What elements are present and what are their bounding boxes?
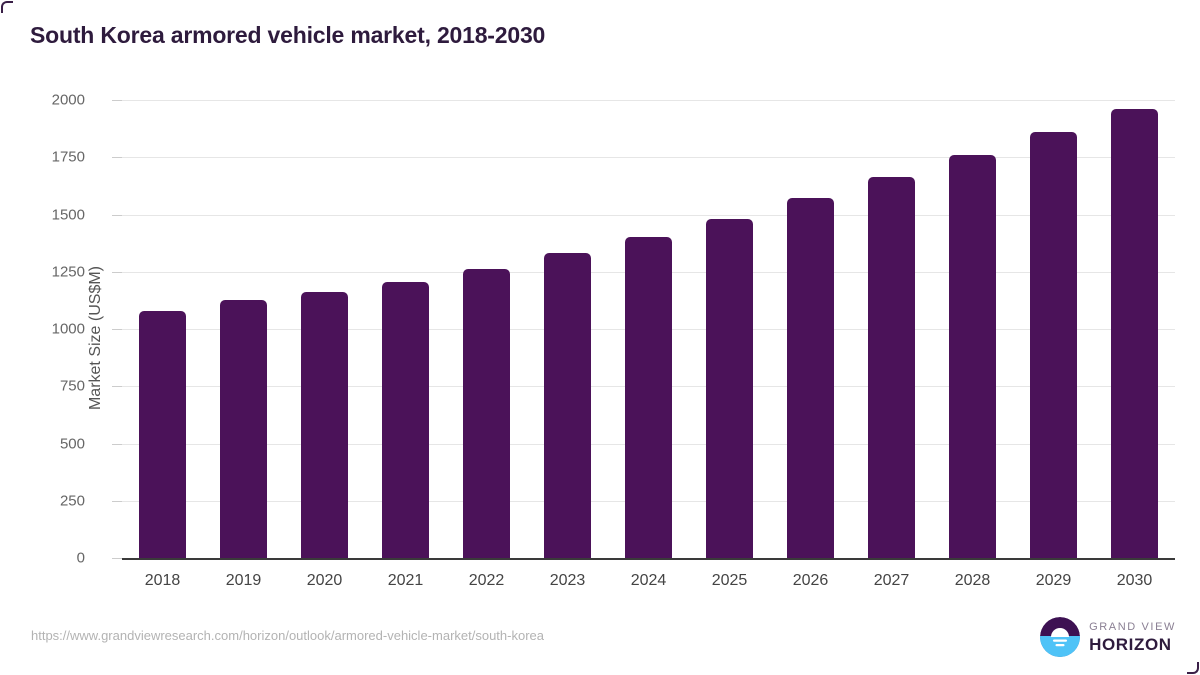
- y-axis-tick-label: 250: [59, 492, 85, 510]
- bar-2023[interactable]: [544, 253, 591, 558]
- source-url[interactable]: https://www.grandviewresearch.com/horizo…: [31, 628, 544, 643]
- x-axis-tick-label: 2021: [387, 572, 424, 589]
- gridline: [122, 100, 1175, 101]
- y-axis-tick-label: 1000: [51, 320, 85, 338]
- y-axis-tick-mark: [112, 329, 122, 330]
- x-axis-tick-label: 2030: [1116, 572, 1153, 589]
- y-axis-tick-mark: [112, 558, 122, 559]
- y-axis-tick-label: 1250: [51, 263, 85, 281]
- plot-area: 0 250 500 750 1000 1250 1500 1750 2000 2018 2019 2…: [52, 92, 1175, 589]
- x-axis-tick-label: 2024: [630, 572, 667, 589]
- bar-2030[interactable]: [1111, 109, 1158, 558]
- x-axis-tick-label: 2026: [792, 572, 829, 589]
- y-axis-tick-label: 1500: [51, 206, 85, 223]
- bar-2025[interactable]: [706, 219, 753, 558]
- x-axis-line: [122, 558, 1175, 560]
- x-axis-tick-label: 2022: [468, 572, 505, 589]
- gridline: [122, 214, 1175, 216]
- card-corner-top-left: [1, 1, 13, 13]
- y-axis-tick-mark: [112, 271, 122, 273]
- bar-2020[interactable]: [301, 292, 348, 558]
- y-axis-title: Market Size (US$M): [87, 265, 105, 410]
- y-axis-tick-mark: [112, 500, 122, 502]
- x-axis-tick-label: 2018: [144, 572, 181, 589]
- x-axis-tick-label: 2028: [954, 572, 991, 589]
- brand-logo-line1: GRAND VIEW: [1089, 620, 1176, 633]
- bar-2022[interactable]: [463, 269, 510, 558]
- bar-2024[interactable]: [625, 237, 672, 558]
- chart-title: South Korea armored vehicle market, 2018…: [30, 22, 546, 48]
- x-axis-tick-label: 2023: [549, 572, 586, 589]
- brand-logo-text: GRAND VIEW HORIZON: [1089, 620, 1176, 654]
- y-axis-tick-mark: [112, 443, 122, 445]
- brand-logo-line2: HORIZON: [1089, 634, 1172, 654]
- bar-2021[interactable]: [382, 282, 429, 558]
- gridline: [122, 157, 1175, 159]
- card-corner-bottom-right: [1187, 662, 1199, 674]
- y-axis-tick-mark: [112, 214, 122, 216]
- bar-2027[interactable]: [868, 176, 915, 558]
- y-axis-tick-mark: [112, 157, 122, 159]
- y-axis-tick-mark: [112, 386, 122, 388]
- x-axis-tick-label: 2020: [306, 572, 343, 589]
- y-axis-tick-label: 750: [59, 377, 85, 395]
- bar-2019[interactable]: [220, 300, 267, 558]
- bar-2029[interactable]: [1030, 132, 1077, 558]
- bar-2018[interactable]: [139, 310, 186, 558]
- x-axis-tick-label: 2027: [873, 572, 910, 589]
- x-axis-tick-label: 2025: [711, 572, 748, 589]
- y-axis-tick-label: 1750: [51, 148, 85, 166]
- horizon-sun-logo-icon: [1040, 617, 1081, 657]
- y-axis-tick-label: 500: [59, 435, 85, 452]
- y-axis-tick-mark: [112, 100, 122, 101]
- x-axis-tick-label: 2019: [225, 572, 262, 589]
- bar-2028[interactable]: [949, 154, 996, 558]
- y-axis-tick-label: 2000: [51, 91, 85, 109]
- bar-2026[interactable]: [787, 198, 834, 558]
- x-axis-tick-label: 2029: [1035, 572, 1072, 589]
- y-axis-tick-label: 0: [76, 549, 85, 567]
- brand-logo[interactable]: GRAND VIEW HORIZON: [1040, 617, 1176, 657]
